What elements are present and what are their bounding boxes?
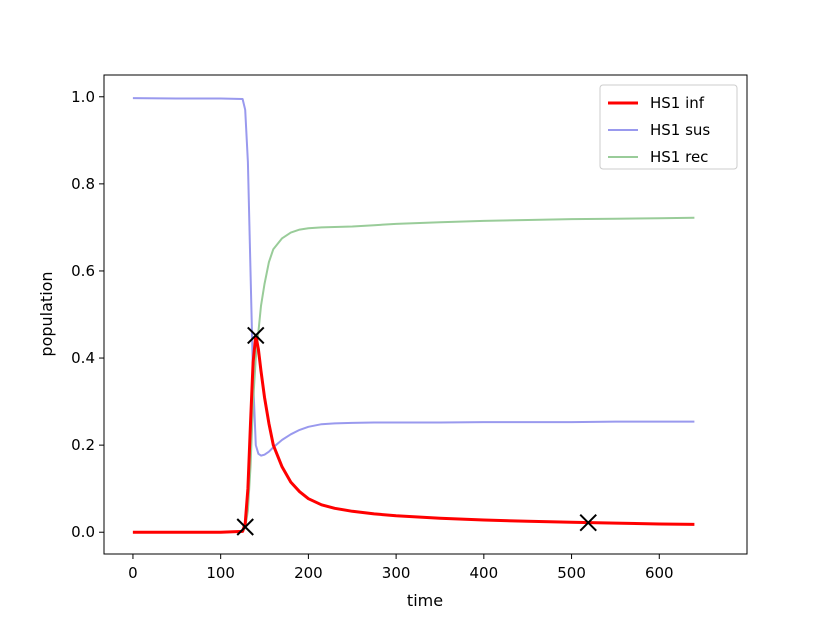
y-tick-label: 0.2: [71, 436, 95, 454]
legend-entry: HS1 sus: [608, 121, 710, 139]
legend-label: HS1 rec: [650, 148, 708, 166]
legend-box: [599, 84, 738, 170]
x-tick-label: 500: [557, 564, 586, 582]
series-line-hs1-rec: [132, 216, 695, 534]
legend-label: HS1 inf: [650, 94, 705, 112]
x-tick-label: 400: [470, 564, 499, 582]
x-axis-label: time: [407, 591, 443, 610]
x-tick-label: 200: [294, 564, 323, 582]
x-marker-1: [236, 518, 254, 536]
series-lines: [132, 97, 695, 534]
x-tick-label: 300: [382, 564, 411, 582]
y-axis-label: population: [37, 271, 56, 356]
legend-label: HS1 sus: [650, 121, 710, 139]
y-tick-label: 0.6: [71, 262, 95, 280]
y-axis-ticks: 0.0 0.2 0.4 0.6 0.8 1.0: [71, 88, 104, 541]
x-tick-label: 0: [128, 564, 138, 582]
x-marker-2: [247, 326, 265, 345]
legend-entry: HS1 rec: [608, 148, 708, 166]
y-tick-label: 1.0: [71, 88, 95, 106]
point-markers: [236, 326, 597, 536]
x-axis-ticks: 0 100 200 300 400 500 600: [128, 554, 674, 582]
x-tick-label: 600: [645, 564, 674, 582]
y-tick-label: 0.4: [71, 349, 95, 367]
y-tick-label: 0.0: [71, 523, 95, 541]
legend: HS1 inf HS1 sus HS1 rec: [599, 84, 738, 170]
legend-entry: HS1 inf: [608, 94, 705, 112]
series-line-hs1-inf: [132, 333, 695, 534]
plot-frame: [103, 74, 748, 555]
x-tick-label: 100: [206, 564, 235, 582]
y-tick-label: 0.8: [71, 175, 95, 193]
x-marker-3: [579, 513, 597, 532]
series-line-hs1-sus: [132, 97, 695, 457]
